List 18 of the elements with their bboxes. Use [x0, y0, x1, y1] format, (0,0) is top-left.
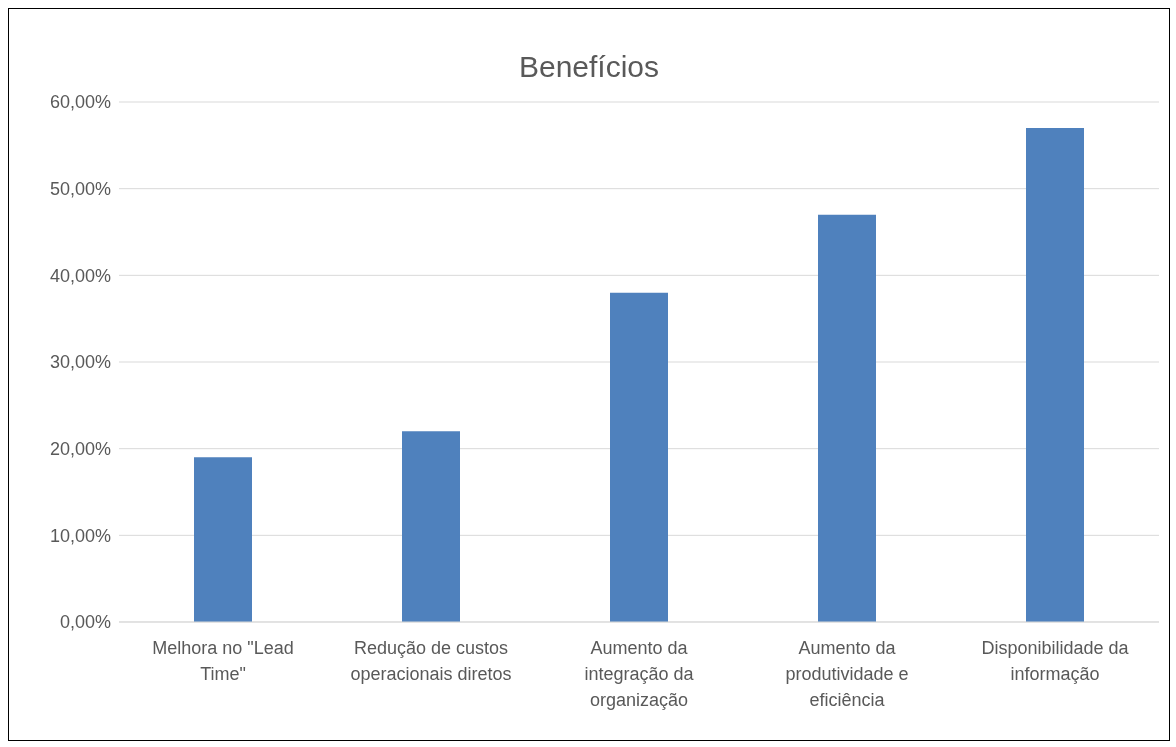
y-tick-label: 20,00%: [49, 439, 111, 460]
x-tick-label: Disponibilidade da informação: [981, 638, 1130, 684]
x-tick-label: Redução de custos operacionais diretos: [350, 638, 512, 684]
y-tick-label: 30,00%: [49, 352, 111, 373]
y-tick-label: 0,00%: [59, 612, 111, 633]
x-tick-label: Aumento da produtividade e eficiência: [785, 638, 909, 710]
bar: [402, 431, 460, 622]
bar: [818, 214, 876, 622]
x-tick-label: Melhora no "Lead Time": [152, 638, 294, 684]
y-tick-label: 40,00%: [49, 265, 111, 286]
x-tick-label: Aumento da integração da organização: [584, 638, 695, 710]
bar: [610, 292, 668, 622]
y-tick-label: 10,00%: [49, 525, 111, 546]
y-tick-label: 50,00%: [49, 179, 111, 200]
y-tick-label: 60,00%: [49, 92, 111, 113]
bar: [194, 457, 252, 622]
bar: [1026, 128, 1084, 622]
chart-title: Benefícios: [517, 49, 661, 85]
